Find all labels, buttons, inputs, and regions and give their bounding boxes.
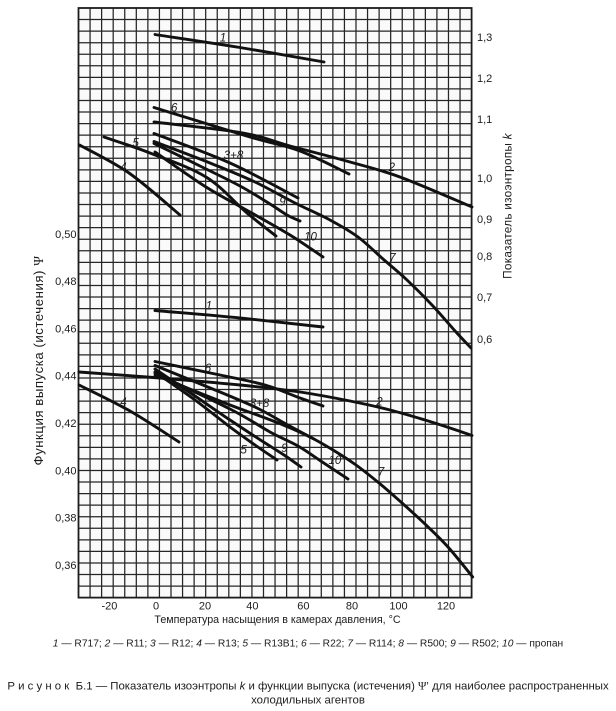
svg-text:40: 40 xyxy=(246,601,258,613)
svg-text:10: 10 xyxy=(329,455,342,467)
svg-text:0,48: 0,48 xyxy=(55,276,76,288)
svg-text:1,1: 1,1 xyxy=(477,114,492,126)
svg-text:7: 7 xyxy=(389,253,396,265)
svg-text:10: 10 xyxy=(304,232,317,244)
svg-text:3+8: 3+8 xyxy=(224,150,244,162)
svg-text:холодильных агентов: холодильных агентов xyxy=(251,694,365,706)
svg-text:0,36: 0,36 xyxy=(55,560,76,572)
svg-text:4: 4 xyxy=(120,397,126,409)
svg-text:0,7: 0,7 xyxy=(477,292,492,304)
svg-text:-20: -20 xyxy=(101,601,117,613)
svg-text:0,8: 0,8 xyxy=(477,251,492,263)
svg-text:3+8: 3+8 xyxy=(250,398,270,410)
svg-text:Функция выпуска (истечения) Ψ: Функция выпуска (истечения) Ψ xyxy=(31,256,46,466)
svg-text:60: 60 xyxy=(297,601,309,613)
svg-text:6: 6 xyxy=(205,363,212,375)
svg-text:20: 20 xyxy=(199,601,211,613)
svg-text:0,9: 0,9 xyxy=(477,214,492,226)
svg-text:5: 5 xyxy=(240,445,247,457)
svg-text:9: 9 xyxy=(279,197,286,209)
svg-text:0,46: 0,46 xyxy=(55,323,76,335)
svg-text:120: 120 xyxy=(437,601,455,613)
svg-text:1,2: 1,2 xyxy=(477,73,492,85)
svg-text:1: 1 xyxy=(206,301,212,313)
svg-text:Р и с у н о к Б.1 — Показател: Р и с у н о к Б.1 — Показатель изоэнтроп… xyxy=(7,681,609,693)
svg-text:80: 80 xyxy=(346,601,358,613)
svg-text:6: 6 xyxy=(171,103,178,115)
svg-text:0,50: 0,50 xyxy=(55,229,76,241)
svg-text:1: 1 xyxy=(220,33,226,45)
svg-text:0,44: 0,44 xyxy=(55,371,76,383)
svg-text:Показатель изоэнтропы k: Показатель изоэнтропы k xyxy=(501,132,515,278)
svg-text:9: 9 xyxy=(281,443,288,455)
svg-text:0: 0 xyxy=(153,601,159,613)
svg-text:100: 100 xyxy=(389,601,407,613)
svg-text:1,3: 1,3 xyxy=(477,32,492,44)
svg-text:4: 4 xyxy=(120,162,126,174)
svg-text:1 — R717; 2 — R11; 3 — R12; 4: 1 — R717; 2 — R11; 3 — R12; 4 — R13; 5 —… xyxy=(53,639,563,650)
svg-text:Температура насыщения в камера: Температура насыщения в камерах давления… xyxy=(154,614,400,626)
svg-text:0,6: 0,6 xyxy=(477,334,492,346)
svg-text:0,38: 0,38 xyxy=(55,513,76,525)
svg-text:0,42: 0,42 xyxy=(55,418,76,430)
svg-text:2: 2 xyxy=(388,162,396,174)
svg-text:2: 2 xyxy=(375,397,383,409)
svg-text:1,0: 1,0 xyxy=(477,173,492,185)
svg-text:5: 5 xyxy=(132,137,139,149)
svg-text:7: 7 xyxy=(378,466,385,478)
svg-text:0,40: 0,40 xyxy=(55,465,76,477)
